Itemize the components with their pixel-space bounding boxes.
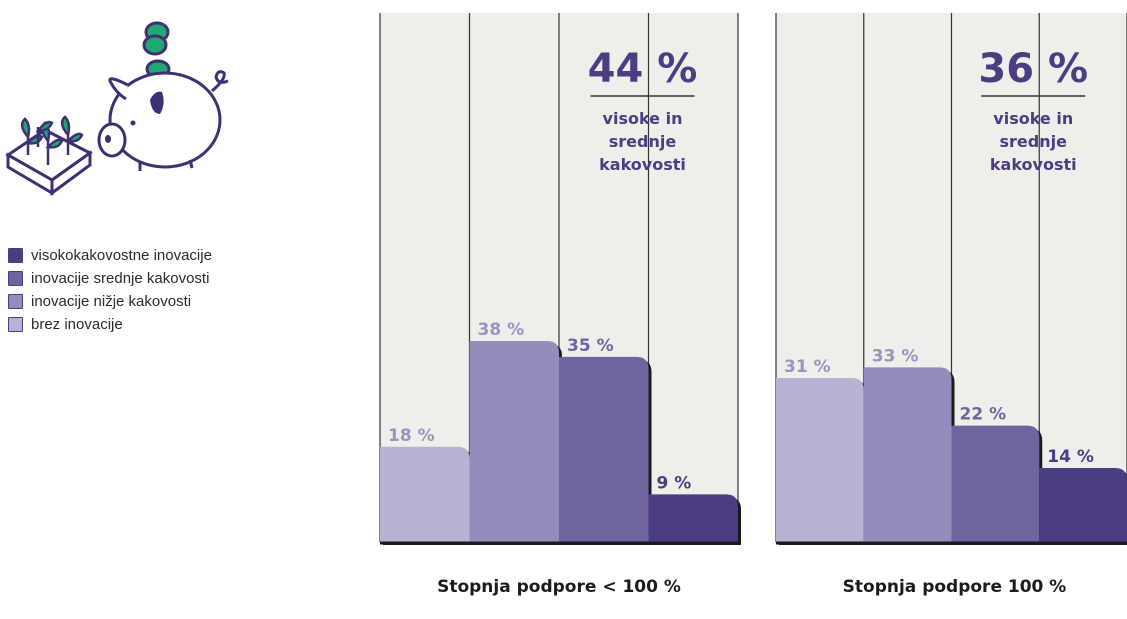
bar bbox=[951, 425, 1040, 542]
legend: visokokakovostne inovacije inovacije sre… bbox=[8, 244, 212, 336]
chart-panel: 31 % 33 % 22 % 14 % 36 % visoke in srednje kako… bbox=[775, 13, 1127, 597]
bar bbox=[380, 446, 470, 542]
legend-label: visokokakovostne inovacije bbox=[31, 247, 212, 264]
highlight-text: srednje bbox=[1000, 132, 1068, 151]
bar bbox=[1039, 467, 1127, 542]
legend-swatch bbox=[8, 317, 23, 332]
bar bbox=[469, 340, 559, 542]
legend-item: inovacije srednje kakovosti bbox=[8, 267, 212, 290]
data-label: 14 % bbox=[1047, 447, 1094, 467]
chart-panel: 18 % 38 % 35 % 9 % 44 % visoke in srednje kakov… bbox=[379, 13, 741, 597]
legend-item: visokokakovostne inovacije bbox=[8, 244, 212, 267]
legend-label: brez inovacije bbox=[31, 316, 123, 333]
data-label: 22 % bbox=[960, 405, 1007, 425]
legend-swatch bbox=[8, 271, 23, 286]
highlight-text: visoke in bbox=[993, 109, 1073, 128]
data-label: 31 % bbox=[784, 357, 831, 377]
data-label: 35 % bbox=[567, 336, 614, 356]
data-label: 18 % bbox=[388, 426, 435, 446]
bar bbox=[559, 356, 649, 542]
chart-title: Stopnja podpore < 100 % bbox=[437, 577, 681, 597]
data-label: 38 % bbox=[478, 320, 525, 340]
data-label: 9 % bbox=[657, 473, 692, 493]
chart-title: Stopnja podpore 100 % bbox=[843, 577, 1067, 597]
legend-label: inovacije srednje kakovosti bbox=[31, 270, 210, 287]
data-label: 33 % bbox=[872, 346, 919, 366]
legend-label: inovacije nižje kakovosti bbox=[31, 293, 192, 310]
highlight-value: 44 % bbox=[588, 46, 698, 92]
legend-swatch bbox=[8, 248, 23, 263]
legend-item: brez inovacije bbox=[8, 313, 212, 336]
highlight-text: visoke in bbox=[603, 109, 683, 128]
highlight-text: kakovosti bbox=[599, 155, 686, 174]
highlight-text: kakovosti bbox=[990, 155, 1077, 174]
bar bbox=[863, 367, 952, 542]
highlight-text: srednje bbox=[609, 132, 677, 151]
highlight-value: 36 % bbox=[978, 46, 1088, 92]
bar bbox=[776, 378, 864, 542]
legend-swatch bbox=[8, 294, 23, 309]
bar bbox=[648, 494, 738, 542]
piggy-bank-plants-icon bbox=[5, 21, 229, 196]
legend-item: inovacije nižje kakovosti bbox=[8, 290, 212, 313]
